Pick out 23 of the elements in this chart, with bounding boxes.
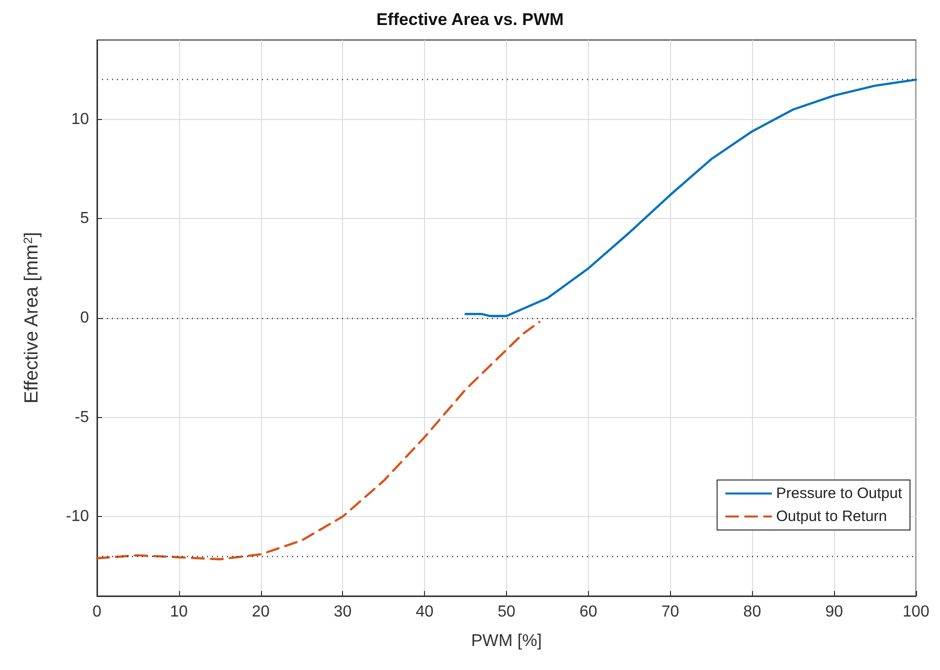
line-series (464, 78, 918, 318)
x-tick-label: 20 (252, 604, 270, 620)
x-tick-label: 50 (498, 604, 516, 620)
line-series (96, 320, 540, 560)
x-tick-label: 60 (580, 604, 598, 620)
y-tick-label: 0 (80, 310, 90, 326)
x-tick-label: 70 (661, 604, 680, 620)
y-tick-label: -10 (66, 508, 90, 526)
x-tick-label: 0 (92, 604, 102, 620)
x-tick-label: 90 (825, 604, 844, 620)
x-tick-label: 10 (170, 604, 188, 620)
y-tick-label: 5 (80, 210, 90, 228)
y-axis-title: Effective Area [mm2] (21, 232, 42, 404)
y-tick-label: -5 (74, 408, 90, 426)
chart-title: Effective Area vs. PWM (376, 10, 564, 29)
legend-label: Output to Return (776, 508, 888, 525)
x-axis-title: PWM [%] (471, 631, 542, 650)
legend-label: Pressure to Output (776, 485, 903, 502)
y-tick-label: 10 (71, 110, 90, 128)
x-tick-label: 100 (902, 604, 930, 620)
x-tick-label: 30 (334, 604, 352, 620)
x-tick-label: 80 (743, 604, 762, 620)
x-tick-label: 40 (416, 604, 434, 620)
